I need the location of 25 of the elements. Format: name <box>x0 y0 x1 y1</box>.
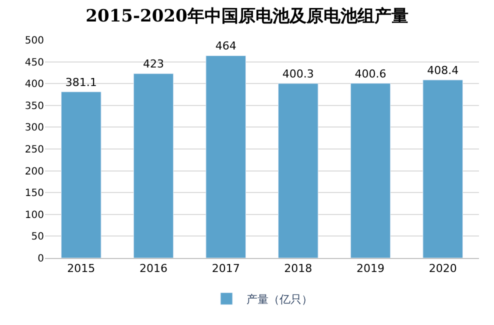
x-tick-label: 2020 <box>428 262 457 276</box>
chart-title: 2015-2020年中国原电池及原电池组产量 <box>86 6 408 27</box>
y-tick-label: 450 <box>24 57 44 68</box>
x-tick-label: 2017 <box>212 262 240 276</box>
legend-label: 产量（亿只） <box>246 292 312 306</box>
x-tick-label: 2015 <box>67 262 96 276</box>
data-label: 381.1 <box>65 76 97 89</box>
y-tick-label: 350 <box>24 100 44 112</box>
data-label: 408.4 <box>427 64 459 77</box>
data-label: 464 <box>215 40 236 53</box>
y-tick-label: 300 <box>24 122 44 134</box>
y-tick-label: 0 <box>38 254 44 264</box>
y-tick-label: 150 <box>24 188 44 200</box>
x-tick-label: 2018 <box>284 262 312 276</box>
data-label: 400.3 <box>282 67 314 80</box>
data-label: 400.6 <box>354 67 386 80</box>
x-tick-label: 2016 <box>140 262 168 276</box>
y-tick-label: 250 <box>24 144 44 156</box>
y-tick-label: 50 <box>31 232 44 243</box>
y-tick-label: 100 <box>24 210 44 221</box>
x-tick-label: 2019 <box>356 262 384 276</box>
y-tick-label: 500 <box>24 36 44 46</box>
data-label: 423 <box>143 58 164 71</box>
y-tick-label: 400 <box>24 79 44 90</box>
y-tick-label: 200 <box>24 166 44 178</box>
